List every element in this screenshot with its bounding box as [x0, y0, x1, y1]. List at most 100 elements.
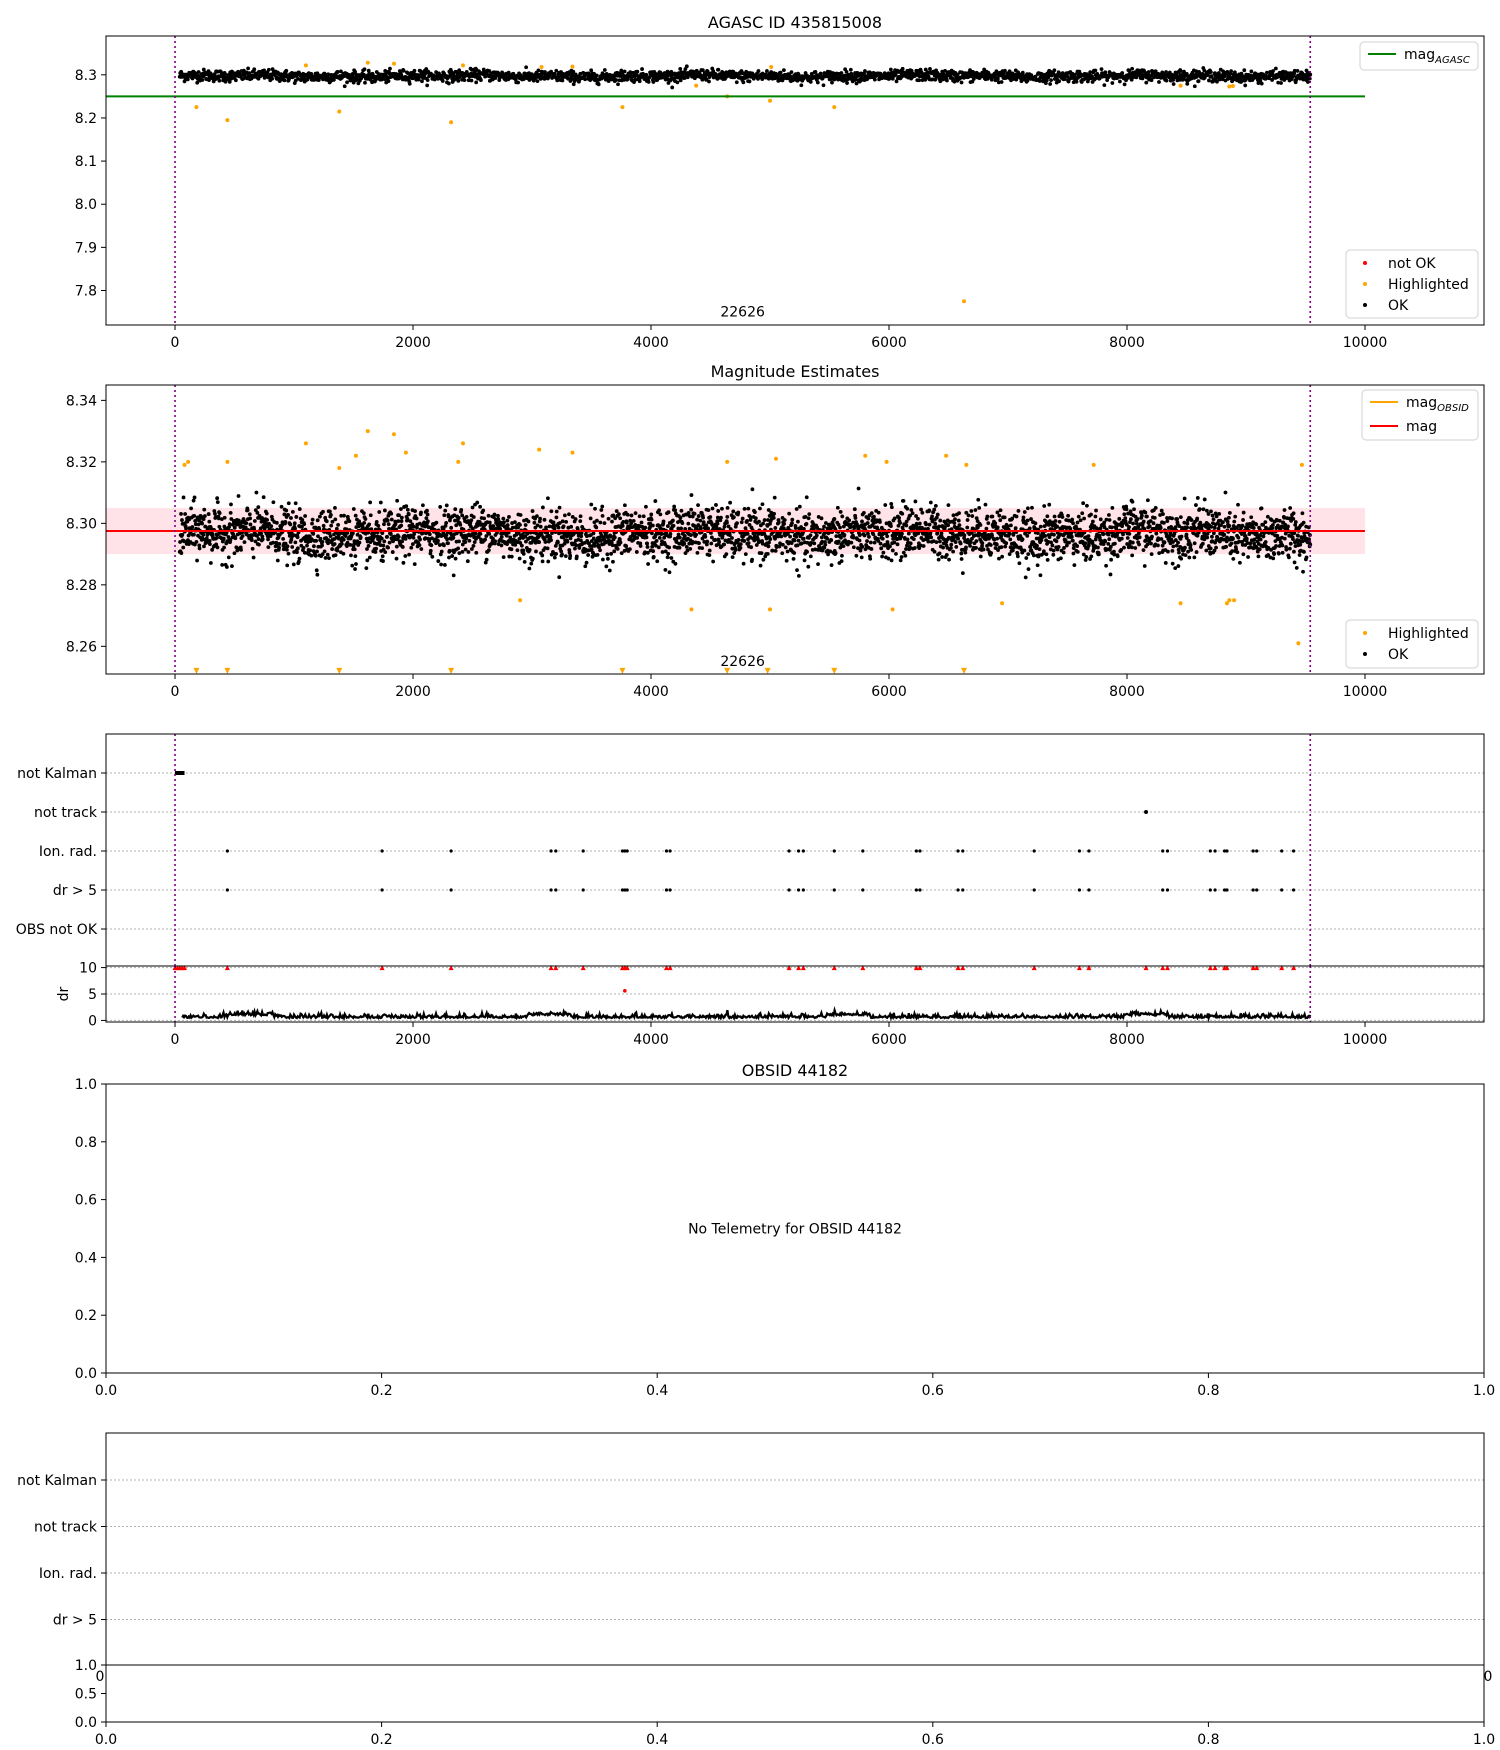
ok-point: [888, 544, 892, 549]
ok-point: [641, 71, 645, 76]
ok-point: [833, 551, 838, 555]
ok-point: [758, 506, 762, 511]
ok-point: [574, 554, 579, 559]
ok-point: [573, 517, 578, 521]
ok-point: [1003, 68, 1007, 73]
ok-point: [600, 71, 605, 76]
ok-point: [190, 76, 195, 81]
ok-point: [342, 84, 347, 89]
ok-point: [733, 548, 738, 552]
ok-point: [487, 520, 492, 525]
ok-point: [908, 541, 913, 546]
ok-point: [332, 542, 337, 546]
ok-point: [453, 507, 458, 512]
ok-point: [250, 546, 255, 551]
ok-point: [222, 515, 227, 520]
ok-point: [486, 548, 491, 553]
ok-point: [622, 503, 627, 508]
x-tick-label: 0: [171, 335, 180, 351]
ok-point: [264, 511, 269, 516]
ok-point: [649, 517, 654, 522]
ok-point: [335, 70, 340, 74]
ok-point: [291, 562, 296, 567]
ok-point: [725, 520, 729, 525]
ok-point: [309, 553, 314, 558]
ok-point: [600, 513, 605, 518]
ok-point: [248, 522, 253, 527]
ok-point: [780, 542, 785, 547]
ok-point: [467, 538, 472, 543]
ok-point: [442, 543, 446, 548]
ok-point: [996, 80, 1001, 85]
ok-point: [481, 67, 486, 72]
ok-point: [233, 78, 238, 83]
ok-point: [606, 556, 610, 561]
ok-point: [499, 543, 504, 548]
ok-point: [286, 501, 291, 506]
ok-point: [697, 541, 701, 546]
ok-point: [420, 79, 424, 84]
ok-point: [602, 521, 607, 526]
ok-point: [540, 559, 545, 564]
ok-point: [315, 572, 320, 577]
ok-point: [265, 518, 270, 522]
ok-point: [1178, 68, 1183, 72]
ok-point: [191, 498, 196, 503]
ok-point: [401, 560, 406, 565]
ok-point: [530, 556, 535, 561]
ok-point: [1090, 74, 1094, 79]
ok-point: [768, 537, 773, 542]
ok-point: [519, 543, 524, 548]
ok-point: [854, 553, 859, 558]
ok-point: [364, 566, 369, 571]
x-tick-label: 8000: [1109, 335, 1145, 351]
ok-point: [556, 75, 561, 80]
ok-point: [417, 543, 422, 548]
ok-point: [522, 559, 527, 564]
ok-point: [308, 548, 313, 553]
ok-point: [285, 544, 290, 549]
ok-point: [407, 81, 412, 86]
ok-point: [471, 544, 476, 548]
ok-point: [731, 509, 736, 514]
ok-point: [813, 69, 818, 74]
ok-point: [442, 513, 447, 518]
ok-point: [1259, 81, 1264, 86]
ok-point: [927, 522, 932, 527]
ok-point: [956, 518, 961, 523]
ok-point: [244, 521, 249, 526]
ok-point: [464, 515, 469, 519]
ok-point: [229, 502, 233, 507]
ok-point: [316, 78, 321, 83]
ok-point: [700, 546, 705, 551]
ok-point: [320, 540, 325, 544]
ok-point: [923, 67, 928, 72]
ok-point: [536, 68, 541, 73]
ok-point: [928, 500, 933, 505]
ok-point: [954, 545, 959, 549]
ok-point: [342, 513, 346, 518]
ok-point: [249, 538, 254, 542]
ok-point: [457, 539, 461, 544]
ok-point: [412, 562, 417, 567]
ok-point: [929, 535, 934, 540]
ok-point: [840, 553, 844, 558]
ok-point: [513, 520, 517, 525]
ok-point: [535, 514, 539, 519]
ok-point: [453, 556, 458, 561]
ok-point: [1048, 82, 1053, 86]
ok-point: [1215, 79, 1219, 84]
ok-point: [193, 522, 198, 527]
ok-point: [1162, 72, 1167, 77]
ok-point: [738, 545, 743, 550]
ok-point: [286, 513, 291, 517]
ok-point: [478, 78, 483, 83]
ok-point: [438, 505, 443, 509]
ok-point: [815, 80, 820, 85]
ok-point: [890, 76, 895, 81]
ok-point: [941, 545, 945, 550]
ok-point: [1220, 77, 1225, 82]
ok-point: [780, 551, 785, 556]
ok-point: [189, 506, 193, 511]
ok-point: [527, 566, 532, 571]
